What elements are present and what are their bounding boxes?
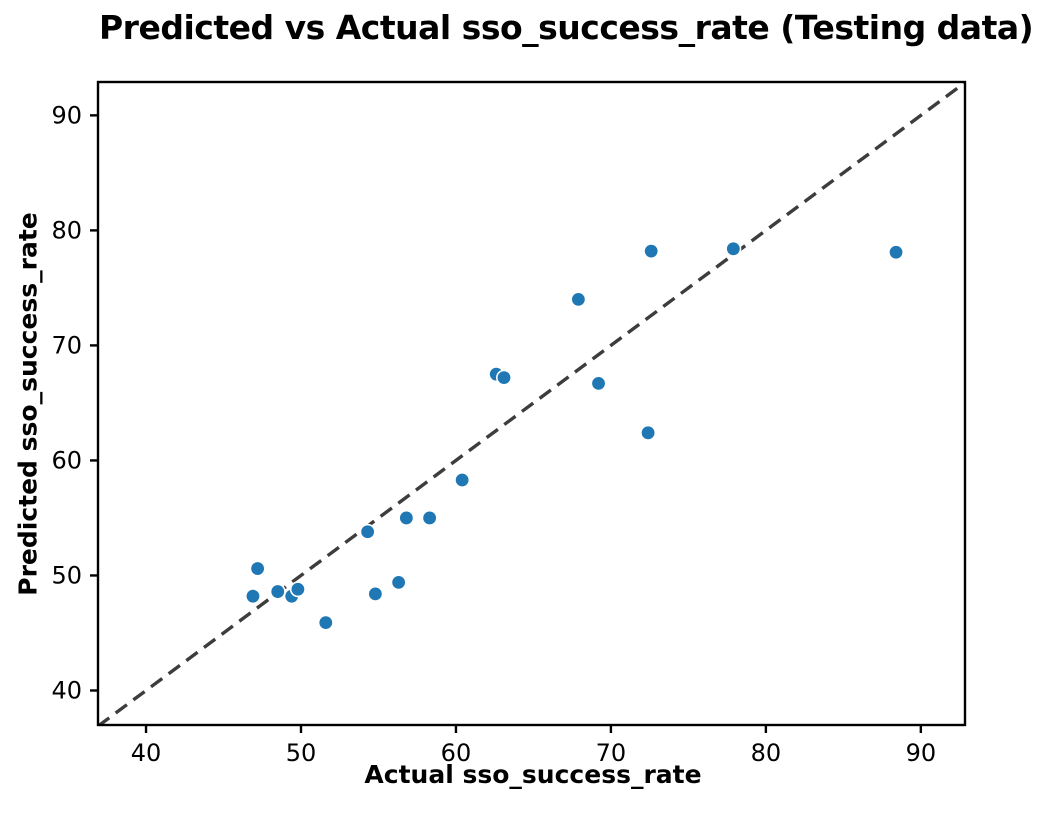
x-tick-label: 80 bbox=[751, 739, 782, 767]
scatter-point bbox=[390, 574, 407, 591]
scatter-point bbox=[269, 583, 286, 600]
y-tick-label: 80 bbox=[51, 216, 82, 244]
scatter-point bbox=[643, 243, 660, 260]
identity-line bbox=[98, 82, 965, 725]
y-tick-label: 70 bbox=[51, 331, 82, 359]
x-tick-label: 70 bbox=[596, 739, 627, 767]
x-tick-label: 40 bbox=[131, 739, 162, 767]
scatter-point bbox=[421, 509, 438, 526]
scatter-point bbox=[289, 581, 306, 598]
scatter-point bbox=[317, 614, 334, 631]
y-axis-label: Predicted sso_success_rate bbox=[13, 212, 43, 596]
scatter-point bbox=[725, 240, 742, 257]
scatter-point bbox=[249, 560, 266, 577]
chart-title: Predicted vs Actual sso_success_rate (Te… bbox=[99, 8, 1034, 47]
y-tick-label: 60 bbox=[51, 446, 82, 474]
scatter-point bbox=[495, 369, 512, 386]
x-tick-label: 90 bbox=[906, 739, 937, 767]
scatter-point bbox=[640, 424, 657, 441]
scatter-point bbox=[244, 588, 261, 605]
y-tick-label: 50 bbox=[51, 561, 82, 589]
scatter-point bbox=[454, 471, 471, 488]
scatter-point bbox=[398, 509, 415, 526]
x-tick-label: 60 bbox=[441, 739, 472, 767]
scatter-point bbox=[570, 291, 587, 308]
y-tick-label: 90 bbox=[51, 101, 82, 129]
plot-border bbox=[96, 80, 967, 727]
scatter-point bbox=[888, 244, 905, 261]
y-tick-label: 40 bbox=[51, 676, 82, 704]
x-axis-label: Actual sso_success_rate bbox=[364, 760, 702, 789]
x-tick-label: 50 bbox=[286, 739, 317, 767]
scatter-point bbox=[367, 585, 384, 602]
scatter-point bbox=[590, 375, 607, 392]
scatter-point bbox=[359, 523, 376, 540]
